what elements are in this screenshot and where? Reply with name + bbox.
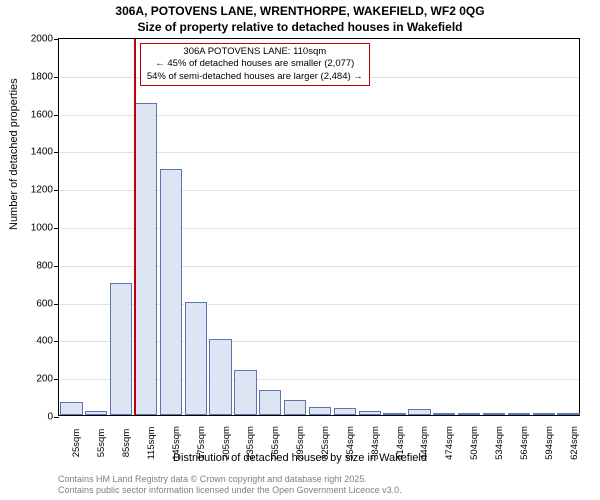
xtick-label: 414sqm [395,426,406,460]
ytick-label: 1200 [31,185,53,196]
chart-container: 306A, POTOVENS LANE, WRENTHORPE, WAKEFIE… [0,0,600,500]
histogram-bar [135,103,157,415]
ytick-label: 800 [36,260,53,271]
ytick-mark [54,228,59,229]
histogram-bar [234,370,256,415]
footnote-line1: Contains HM Land Registry data © Crown c… [58,474,402,485]
histogram-bar [557,413,579,415]
histogram-bar [309,407,331,416]
xtick-label: 624sqm [569,426,580,460]
xtick-label: 564sqm [519,426,530,460]
histogram-bar [433,413,455,415]
histogram-bar [160,169,182,415]
histogram-bar [185,302,207,415]
ytick-label: 0 [47,412,53,423]
xtick-label: 25sqm [71,429,82,458]
ytick-label: 2000 [31,34,53,45]
ytick-label: 600 [36,298,53,309]
ytick-mark [54,77,59,78]
xtick-label: 384sqm [370,426,381,460]
xtick-label: 205sqm [221,426,232,460]
footnote-line2: Contains public sector information licen… [58,485,402,496]
xtick-label: 235sqm [245,426,256,460]
ytick-label: 1000 [31,223,53,234]
xtick-label: 115sqm [146,426,157,459]
xtick-label: 504sqm [469,426,480,460]
xtick-label: 325sqm [320,426,331,460]
histogram-bar [259,390,281,415]
xtick-label: 175sqm [196,426,207,460]
histogram-bar [85,411,107,415]
ytick-mark [54,304,59,305]
xtick-label: 444sqm [419,426,430,460]
xtick-label: 85sqm [121,429,132,458]
histogram-bar [334,408,356,415]
plot-area: 020040060080010001200140016001800200025s… [58,38,580,416]
ytick-mark [54,266,59,267]
xtick-label: 474sqm [444,426,455,460]
xtick-label: 295sqm [295,426,306,460]
histogram-bar [110,283,132,415]
annotation-line2: ← 45% of detached houses are smaller (2,… [147,58,363,70]
marker-line [134,39,136,415]
ytick-label: 1600 [31,109,53,120]
xtick-label: 145sqm [171,426,182,460]
xtick-label: 534sqm [494,426,505,460]
histogram-bar [209,339,231,415]
xtick-label: 354sqm [345,426,356,460]
ytick-label: 1800 [31,71,53,82]
ytick-label: 1400 [31,147,53,158]
y-axis-label: Number of detached properties [8,78,20,230]
ytick-mark [54,190,59,191]
histogram-bar [483,413,505,415]
histogram-bar [508,413,530,415]
ytick-mark [54,341,59,342]
footnote: Contains HM Land Registry data © Crown c… [58,474,402,496]
histogram-bar [359,411,381,415]
xtick-label: 594sqm [544,426,555,460]
chart-title-subtitle: Size of property relative to detached ho… [0,20,600,34]
chart-title-address: 306A, POTOVENS LANE, WRENTHORPE, WAKEFIE… [0,4,600,18]
annotation-line3: 54% of semi-detached houses are larger (… [147,71,363,83]
ytick-mark [54,39,59,40]
histogram-bar [533,413,555,415]
ytick-mark [54,417,59,418]
ytick-label: 200 [36,374,53,385]
histogram-bar [60,402,82,415]
xtick-label: 265sqm [270,426,281,460]
annotation-line1: 306A POTOVENS LANE: 110sqm [147,46,363,58]
histogram-bar [284,400,306,415]
ytick-mark [54,379,59,380]
histogram-bar [408,409,430,415]
histogram-bar [383,413,405,415]
xtick-label: 55sqm [96,429,107,458]
histogram-bar [458,413,480,415]
ytick-label: 400 [36,336,53,347]
ytick-mark [54,115,59,116]
ytick-mark [54,152,59,153]
annotation-box: 306A POTOVENS LANE: 110sqm ← 45% of deta… [140,43,370,86]
